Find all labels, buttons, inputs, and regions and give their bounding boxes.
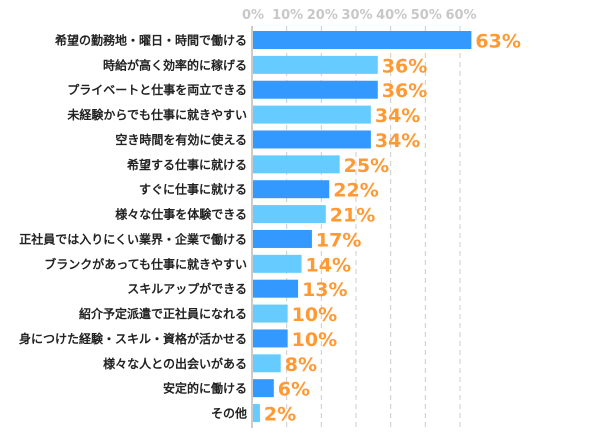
data-label: 36%	[382, 55, 427, 77]
category-label: 希望する仕事に就ける	[126, 157, 247, 172]
category-label: その他	[211, 406, 247, 421]
x-tick-label: 40%	[376, 8, 407, 23]
data-label: 34%	[375, 105, 420, 127]
bar	[253, 155, 340, 174]
data-label: 8%	[285, 354, 317, 376]
category-label: 未経験からでも仕事に就きやすい	[66, 107, 247, 122]
category-label: 空き時間を有効に使える	[115, 132, 247, 147]
x-tick-label: 50%	[411, 8, 442, 23]
data-label: 36%	[382, 80, 427, 102]
x-tick-label: 10%	[272, 8, 303, 23]
category-label: 安定的に働ける	[163, 381, 247, 396]
category-label: 希望の勤務地・曜日・時間で働ける	[54, 33, 247, 48]
bar	[253, 180, 330, 199]
data-label: 14%	[306, 254, 351, 276]
bar	[253, 205, 326, 224]
bar	[253, 130, 371, 149]
bar	[253, 404, 260, 423]
category-label: プライベートと仕事を両立できる	[67, 82, 247, 97]
category-label: スキルアップができる	[127, 281, 247, 296]
bar	[253, 229, 312, 248]
category-label: 紹介予定派遣で正社員になれる	[79, 306, 247, 321]
data-label: 13%	[302, 279, 347, 301]
bar	[253, 329, 288, 348]
x-tick-label: 20%	[307, 8, 338, 23]
category-label: すぐに仕事に就ける	[139, 182, 247, 197]
category-label: 時給が高く効率的に稼げる	[103, 57, 247, 72]
bar	[253, 279, 299, 298]
bar	[253, 105, 371, 124]
category-label: ブランクがあっても仕事に就きやすい	[44, 256, 247, 271]
data-label: 10%	[292, 304, 337, 326]
data-label: 2%	[264, 404, 296, 426]
data-label: 25%	[344, 155, 389, 177]
bar	[253, 254, 302, 273]
x-tick-label: 60%	[445, 8, 476, 23]
bar	[253, 31, 472, 49]
data-label: 21%	[330, 205, 375, 227]
data-label: 22%	[333, 180, 378, 202]
bar	[253, 55, 378, 74]
data-label: 6%	[278, 379, 310, 401]
data-label: 10%	[292, 329, 337, 351]
bar	[253, 354, 281, 373]
bar	[253, 80, 378, 99]
data-label: 34%	[375, 130, 420, 152]
data-label: 63%	[475, 31, 520, 53]
bar	[253, 304, 288, 323]
category-label: 様々な仕事を体験できる	[115, 207, 247, 222]
bar	[253, 379, 274, 398]
category-label: 様々な人との出会いがある	[103, 356, 247, 371]
category-label: 正社員では入りにくい業界・企業で働ける	[19, 231, 247, 246]
data-label: 17%	[316, 229, 361, 251]
x-tick-label: 30%	[341, 8, 372, 23]
x-tick-label: 0%	[242, 8, 264, 23]
category-label: 身につけた経験・スキル・資格が活かせる	[19, 331, 247, 346]
